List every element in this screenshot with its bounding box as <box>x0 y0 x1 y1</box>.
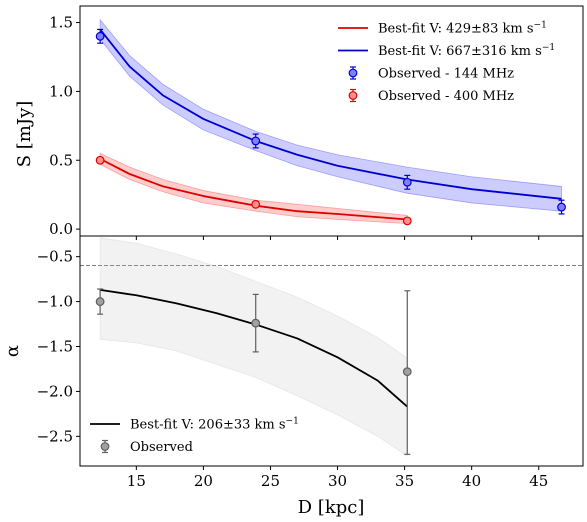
x-axis-label: D [kpc] <box>298 497 365 518</box>
y-tick-label: 0.5 <box>49 151 73 169</box>
y-tick-label: 1.0 <box>49 82 73 100</box>
y-tick-label: −1.5 <box>37 338 73 356</box>
x-tick-label: 40 <box>462 472 481 490</box>
data-point <box>251 199 261 209</box>
top-panel: 0.0 0.5 1.0 1.5 Best-fit V: 429±83 km s−1 Bes… <box>49 5 584 240</box>
legend-marker <box>348 91 358 100</box>
axes-frame <box>79 235 584 467</box>
x-tick-label: 15 <box>127 472 146 490</box>
data-point <box>402 367 412 377</box>
legend-label: Observed - 144 MHz <box>378 67 514 82</box>
x-tick-label: 20 <box>194 472 213 490</box>
data-point <box>402 177 412 187</box>
best-fit-curve <box>99 158 408 221</box>
bottom-panel: 15 20 25 30 35 40 45 −0.5 −1.0 −1.5 −2.0 −2.5 Best-f… <box>37 235 584 490</box>
legend-label: Best-fit V: 429±83 km s−1 <box>378 21 547 37</box>
data-point <box>251 318 261 328</box>
legend-marker <box>348 68 358 78</box>
legend-superscript: −1 <box>286 417 299 427</box>
x-tick-label: 45 <box>529 472 548 490</box>
y-tick-label: −2.5 <box>37 427 73 445</box>
y-axis-label-top: S [mJy] <box>14 101 35 168</box>
data-point <box>95 155 105 165</box>
y-tick-label: −0.5 <box>37 248 73 266</box>
legend-label: Observed - 400 MHz <box>378 89 514 104</box>
y-tick-label: −2.0 <box>37 382 73 400</box>
data-point <box>402 216 412 226</box>
legend-label: Best-fit V: 206±33 km s−1 <box>130 417 299 433</box>
legend-superscript: −1 <box>542 43 555 53</box>
x-tick-label: 35 <box>395 472 414 490</box>
best-fit-curve <box>99 28 562 200</box>
y-tick-label: 0.0 <box>49 220 73 238</box>
y-tick-label: 1.5 <box>49 14 73 32</box>
legend-label: Observed <box>130 440 193 455</box>
y-tick-label: −1.0 <box>37 293 73 311</box>
x-tick-label: 25 <box>261 472 280 490</box>
data-point <box>95 297 105 306</box>
legend-superscript: −1 <box>534 21 547 31</box>
legend-marker <box>100 442 110 451</box>
data-point <box>557 202 566 212</box>
legend-label: Best-fit V: 667±316 km s−1 <box>378 43 555 59</box>
x-tick-label: 30 <box>328 472 347 490</box>
confidence-band <box>99 237 408 457</box>
data-point <box>95 31 105 41</box>
data-point <box>251 136 261 146</box>
plot-area <box>99 18 562 225</box>
y-axis-label-bottom: α <box>2 345 23 357</box>
